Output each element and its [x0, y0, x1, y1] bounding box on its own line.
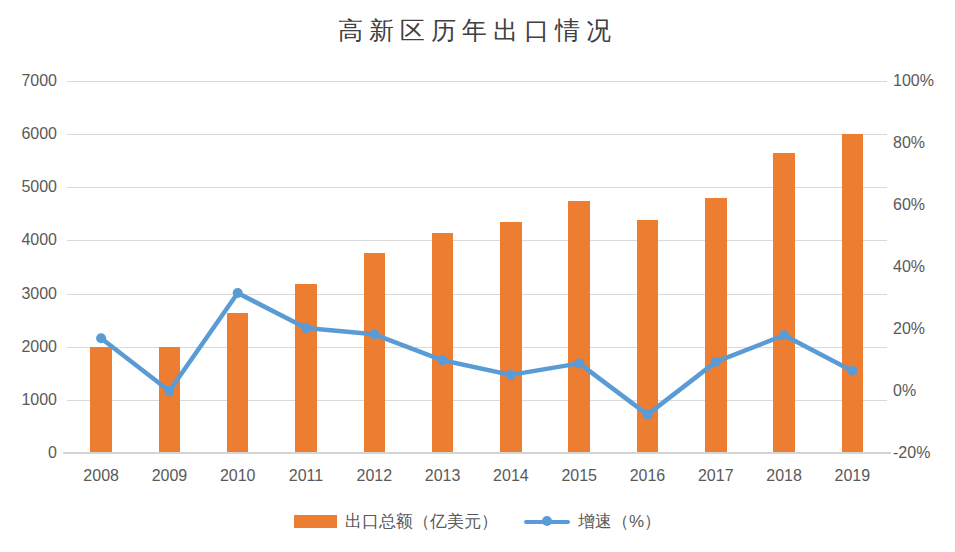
left-axis-tick-label: 0	[7, 444, 57, 462]
x-axis-tick-label: 2013	[409, 467, 477, 485]
right-axis-tick-label: 100%	[893, 72, 953, 90]
gridline	[67, 134, 887, 135]
bar-2015	[568, 201, 590, 452]
left-axis-tick-label: 1000	[7, 391, 57, 409]
left-axis-tick-label: 7000	[7, 72, 57, 90]
bar-2008	[90, 347, 112, 452]
chart-title: 高新区历年出口情况	[0, 14, 955, 47]
left-axis-tick-label: 5000	[7, 178, 57, 196]
x-axis-tick-label: 2019	[818, 467, 886, 485]
line-swatch-marker-icon	[542, 516, 552, 526]
bar-2016	[637, 220, 659, 452]
x-axis-tick-label: 2016	[613, 467, 681, 485]
legend-item-growth: 增速（%）	[524, 510, 661, 533]
right-axis-tick-label: 40%	[893, 258, 953, 276]
x-axis-tick-label: 2012	[340, 467, 408, 485]
legend-item-exports: 出口总额（亿美元）	[294, 510, 498, 533]
gridline	[67, 81, 887, 82]
bar-2009	[159, 347, 181, 452]
x-axis-tick-label: 2017	[682, 467, 750, 485]
x-axis-tick-label: 2011	[272, 467, 340, 485]
left-axis-tick-label: 6000	[7, 125, 57, 143]
right-axis-tick-label: 20%	[893, 320, 953, 338]
export-combo-chart: 高新区历年出口情况 0 1000 2000 3000 4000 5000 6000 7000 -…	[0, 0, 955, 552]
bar-2013	[432, 233, 454, 452]
x-axis-tick-label: 2009	[135, 467, 203, 485]
gridline	[67, 347, 887, 348]
bar-2018	[773, 153, 795, 452]
bar-2014	[500, 222, 522, 452]
x-axis-line	[63, 452, 891, 454]
legend-label-exports: 出口总额（亿美元）	[345, 510, 498, 533]
x-axis-tick-label: 2018	[750, 467, 818, 485]
gridline	[67, 400, 887, 401]
bar-2017	[705, 198, 727, 452]
growth-line	[101, 293, 852, 415]
bar-2011	[295, 284, 317, 452]
right-axis-tick-label: 0%	[893, 382, 953, 400]
x-axis-tick-label: 2015	[545, 467, 613, 485]
legend-label-growth: 增速（%）	[578, 510, 661, 533]
gridline	[67, 187, 887, 188]
right-axis-tick-label: -20%	[893, 444, 953, 462]
line-series-swatch	[524, 515, 570, 528]
x-axis-tick-label: 2008	[67, 467, 135, 485]
gridline	[67, 240, 887, 241]
growth-marker-2008	[96, 333, 106, 343]
x-axis-tick-label: 2010	[204, 467, 272, 485]
right-axis-tick-label: 60%	[893, 196, 953, 214]
bar-2012	[364, 253, 386, 452]
bar-2019	[842, 134, 864, 452]
x-axis-tick-label: 2014	[477, 467, 545, 485]
left-axis-tick-label: 3000	[7, 285, 57, 303]
bar-2010	[227, 313, 249, 452]
right-axis-tick-label: 80%	[893, 134, 953, 152]
bar-series-swatch	[294, 515, 337, 528]
gridline	[67, 294, 887, 295]
left-axis-tick-label: 2000	[7, 338, 57, 356]
legend: 出口总额（亿美元） 增速（%）	[0, 510, 955, 533]
left-axis-tick-label: 4000	[7, 231, 57, 249]
